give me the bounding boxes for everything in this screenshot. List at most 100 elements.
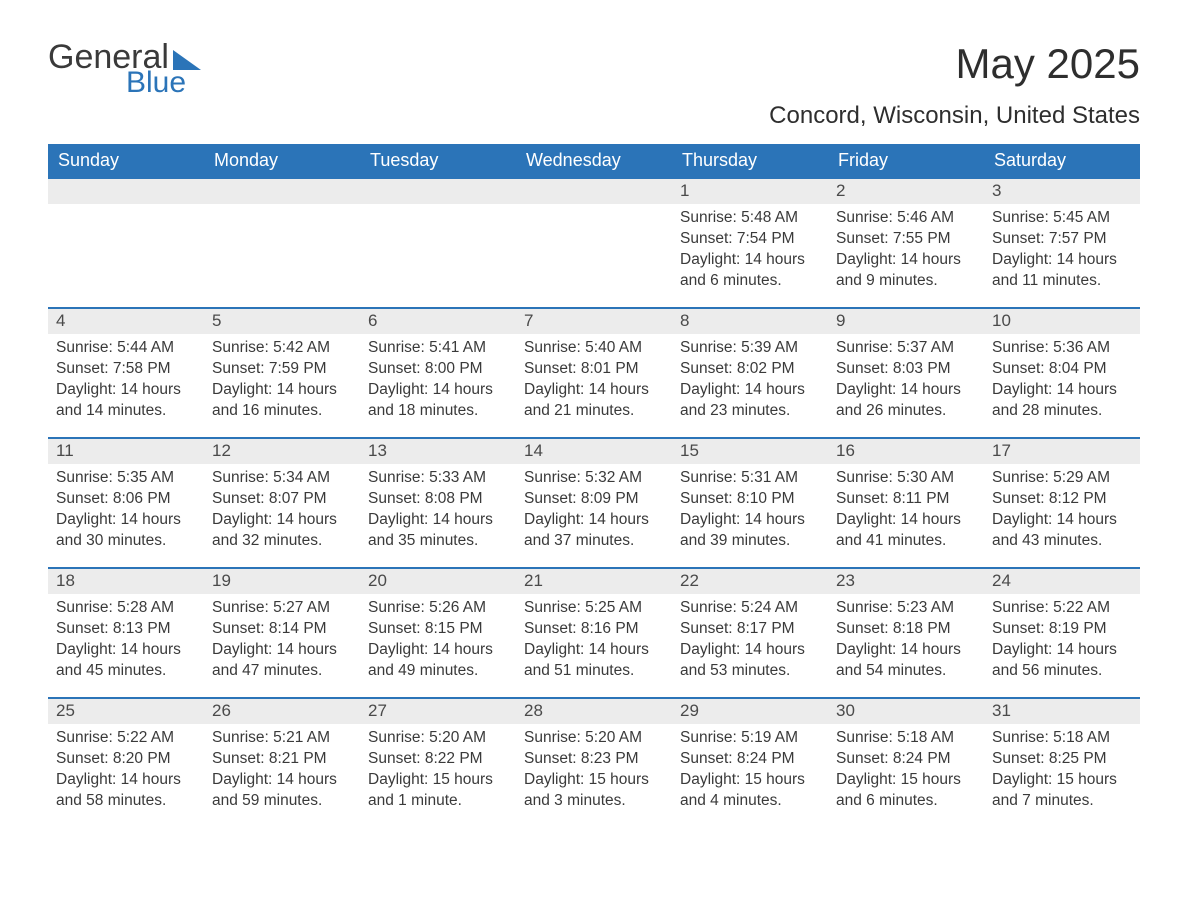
- daylight-text: Daylight: 14 hours and 11 minutes.: [992, 250, 1132, 292]
- page-title: May 2025: [956, 40, 1140, 88]
- sunrise-text: Sunrise: 5:40 AM: [524, 338, 664, 359]
- day-details: Sunrise: 5:29 AMSunset: 8:12 PMDaylight:…: [984, 464, 1140, 560]
- daylight-text: Daylight: 14 hours and 37 minutes.: [524, 510, 664, 552]
- daylight-text: Daylight: 15 hours and 1 minute.: [368, 770, 508, 812]
- sunset-text: Sunset: 8:22 PM: [368, 749, 508, 770]
- sunset-text: Sunset: 7:57 PM: [992, 229, 1132, 250]
- sunset-text: Sunset: 8:18 PM: [836, 619, 976, 640]
- sunrise-text: Sunrise: 5:24 AM: [680, 598, 820, 619]
- daylight-text: Daylight: 14 hours and 18 minutes.: [368, 380, 508, 422]
- calendar-day-cell: 13Sunrise: 5:33 AMSunset: 8:08 PMDayligh…: [360, 437, 516, 567]
- sunrise-text: Sunrise: 5:36 AM: [992, 338, 1132, 359]
- day-number: 6: [360, 307, 516, 334]
- day-details: Sunrise: 5:30 AMSunset: 8:11 PMDaylight:…: [828, 464, 984, 560]
- day-number: 19: [204, 567, 360, 594]
- day-number: 1: [672, 177, 828, 204]
- calendar-empty-cell: [48, 177, 204, 307]
- calendar-empty-cell: [204, 177, 360, 307]
- sunrise-text: Sunrise: 5:20 AM: [368, 728, 508, 749]
- sunrise-text: Sunrise: 5:41 AM: [368, 338, 508, 359]
- day-number: 11: [48, 437, 204, 464]
- day-number: 21: [516, 567, 672, 594]
- day-details: Sunrise: 5:22 AMSunset: 8:20 PMDaylight:…: [48, 724, 204, 820]
- daylight-text: Daylight: 15 hours and 3 minutes.: [524, 770, 664, 812]
- sunrise-text: Sunrise: 5:48 AM: [680, 208, 820, 229]
- calendar-day-cell: 24Sunrise: 5:22 AMSunset: 8:19 PMDayligh…: [984, 567, 1140, 697]
- day-number: 15: [672, 437, 828, 464]
- day-details: Sunrise: 5:42 AMSunset: 7:59 PMDaylight:…: [204, 334, 360, 430]
- daylight-text: Daylight: 14 hours and 49 minutes.: [368, 640, 508, 682]
- daylight-text: Daylight: 14 hours and 39 minutes.: [680, 510, 820, 552]
- location-subtitle: Concord, Wisconsin, United States: [48, 102, 1140, 130]
- sunset-text: Sunset: 7:55 PM: [836, 229, 976, 250]
- day-number: 4: [48, 307, 204, 334]
- dow-header: Friday: [828, 144, 984, 177]
- day-details: Sunrise: 5:31 AMSunset: 8:10 PMDaylight:…: [672, 464, 828, 560]
- sunset-text: Sunset: 8:14 PM: [212, 619, 352, 640]
- day-details: Sunrise: 5:37 AMSunset: 8:03 PMDaylight:…: [828, 334, 984, 430]
- sunrise-text: Sunrise: 5:33 AM: [368, 468, 508, 489]
- day-details: Sunrise: 5:18 AMSunset: 8:24 PMDaylight:…: [828, 724, 984, 820]
- day-number: 12: [204, 437, 360, 464]
- sunrise-text: Sunrise: 5:46 AM: [836, 208, 976, 229]
- day-details: Sunrise: 5:26 AMSunset: 8:15 PMDaylight:…: [360, 594, 516, 690]
- day-number: 27: [360, 697, 516, 724]
- calendar-day-cell: 29Sunrise: 5:19 AMSunset: 8:24 PMDayligh…: [672, 697, 828, 827]
- sunrise-text: Sunrise: 5:25 AM: [524, 598, 664, 619]
- daylight-text: Daylight: 14 hours and 9 minutes.: [836, 250, 976, 292]
- sunset-text: Sunset: 8:09 PM: [524, 489, 664, 510]
- day-details: Sunrise: 5:22 AMSunset: 8:19 PMDaylight:…: [984, 594, 1140, 690]
- daylight-text: Daylight: 14 hours and 32 minutes.: [212, 510, 352, 552]
- daylight-text: Daylight: 14 hours and 45 minutes.: [56, 640, 196, 682]
- day-number: 25: [48, 697, 204, 724]
- sunrise-text: Sunrise: 5:27 AM: [212, 598, 352, 619]
- sunrise-text: Sunrise: 5:22 AM: [992, 598, 1132, 619]
- calendar-day-cell: 27 Sunrise: 5:20 AMSunset: 8:22 PMDayligh…: [360, 697, 516, 827]
- daylight-text: Daylight: 14 hours and 53 minutes.: [680, 640, 820, 682]
- day-details: Sunrise: 5:32 AMSunset: 8:09 PMDaylight:…: [516, 464, 672, 560]
- day-details: Sunrise: 5:18 AMSunset: 8:25 PMDaylight:…: [984, 724, 1140, 820]
- daylight-text: Daylight: 14 hours and 59 minutes.: [212, 770, 352, 812]
- day-details: Sunrise: 5:20 AMSunset: 8:23 PMDaylight:…: [516, 724, 672, 820]
- sunset-text: Sunset: 8:08 PM: [368, 489, 508, 510]
- logo: General Blue: [48, 40, 201, 98]
- sunset-text: Sunset: 8:04 PM: [992, 359, 1132, 380]
- calendar-week-row: 11Sunrise: 5:35 AMSunset: 8:06 PMDayligh…: [48, 437, 1140, 567]
- sunrise-text: Sunrise: 5:26 AM: [368, 598, 508, 619]
- daylight-text: Daylight: 14 hours and 26 minutes.: [836, 380, 976, 422]
- dow-header: Wednesday: [516, 144, 672, 177]
- day-details: Sunrise: 5:23 AMSunset: 8:18 PMDaylight:…: [828, 594, 984, 690]
- calendar-day-cell: 10Sunrise: 5:36 AMSunset: 8:04 PMDayligh…: [984, 307, 1140, 437]
- day-details: Sunrise: 5:28 AMSunset: 8:13 PMDaylight:…: [48, 594, 204, 690]
- sunset-text: Sunset: 7:58 PM: [56, 359, 196, 380]
- calendar-table: SundayMondayTuesdayWednesdayThursdayFrid…: [48, 144, 1140, 827]
- sunrise-text: Sunrise: 5:29 AM: [992, 468, 1132, 489]
- calendar-day-cell: 11Sunrise: 5:35 AMSunset: 8:06 PMDayligh…: [48, 437, 204, 567]
- sunrise-text: Sunrise: 5:20 AM: [524, 728, 664, 749]
- calendar-week-row: 18Sunrise: 5:28 AMSunset: 8:13 PMDayligh…: [48, 567, 1140, 697]
- sunset-text: Sunset: 8:11 PM: [836, 489, 976, 510]
- day-details: Sunrise: 5:44 AMSunset: 7:58 PMDaylight:…: [48, 334, 204, 430]
- day-number: 26: [204, 697, 360, 724]
- day-number: 17: [984, 437, 1140, 464]
- day-details: Sunrise: 5:27 AMSunset: 8:14 PMDaylight:…: [204, 594, 360, 690]
- calendar-day-cell: 19Sunrise: 5:27 AMSunset: 8:14 PMDayligh…: [204, 567, 360, 697]
- sunset-text: Sunset: 7:54 PM: [680, 229, 820, 250]
- calendar-day-cell: 12Sunrise: 5:34 AMSunset: 8:07 PMDayligh…: [204, 437, 360, 567]
- daylight-text: Daylight: 14 hours and 41 minutes.: [836, 510, 976, 552]
- day-number: 29: [672, 697, 828, 724]
- sunrise-text: Sunrise: 5:31 AM: [680, 468, 820, 489]
- dow-header: Tuesday: [360, 144, 516, 177]
- day-number: 28: [516, 697, 672, 724]
- calendar-day-cell: 2Sunrise: 5:46 AMSunset: 7:55 PMDaylight…: [828, 177, 984, 307]
- calendar-day-cell: 20Sunrise: 5:26 AMSunset: 8:15 PMDayligh…: [360, 567, 516, 697]
- sunset-text: Sunset: 8:16 PM: [524, 619, 664, 640]
- sunset-text: Sunset: 7:59 PM: [212, 359, 352, 380]
- dow-header: Thursday: [672, 144, 828, 177]
- day-details: Sunrise: 5:35 AMSunset: 8:06 PMDaylight:…: [48, 464, 204, 560]
- daylight-text: Daylight: 14 hours and 6 minutes.: [680, 250, 820, 292]
- daylight-text: Daylight: 15 hours and 4 minutes.: [680, 770, 820, 812]
- day-details: Sunrise: 5:33 AMSunset: 8:08 PMDaylight:…: [360, 464, 516, 560]
- calendar-day-cell: 17Sunrise: 5:29 AMSunset: 8:12 PMDayligh…: [984, 437, 1140, 567]
- calendar-day-cell: 3Sunrise: 5:45 AMSunset: 7:57 PMDaylight…: [984, 177, 1140, 307]
